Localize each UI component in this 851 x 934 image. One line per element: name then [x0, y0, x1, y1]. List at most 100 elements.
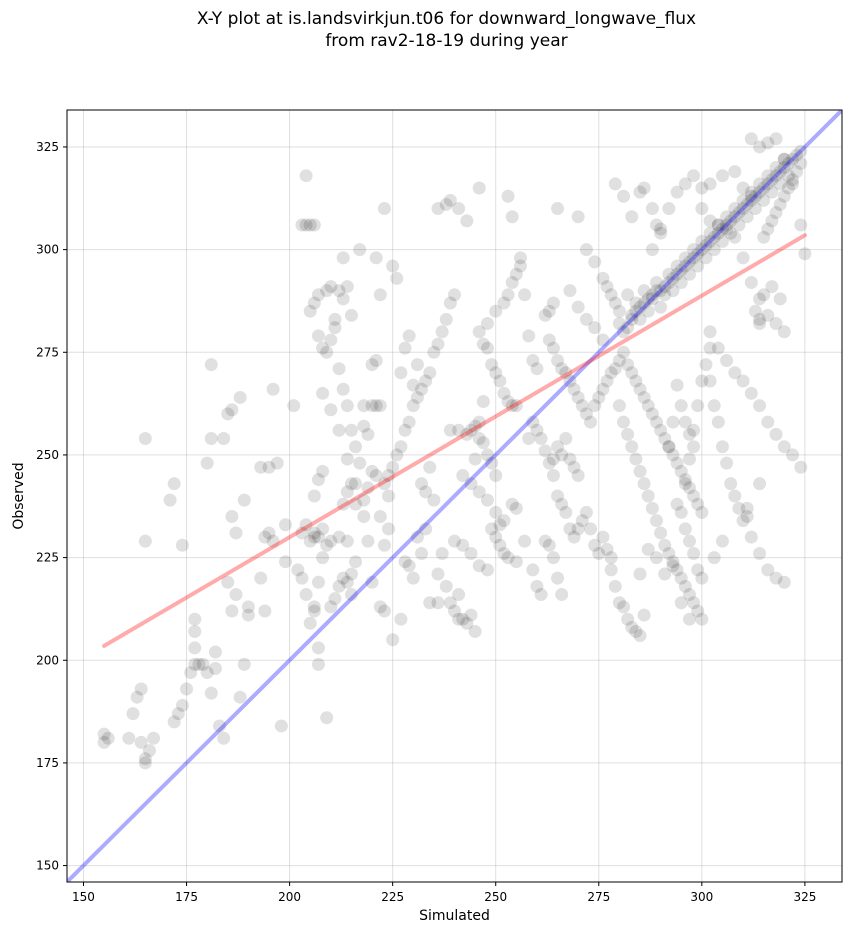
scatter-point: [715, 222, 729, 236]
scatter-point: [555, 588, 569, 602]
scatter-point: [612, 399, 626, 413]
scatter-point: [448, 604, 461, 618]
scatter-point: [777, 189, 791, 203]
scatter-point: [682, 588, 696, 602]
scatter-point: [551, 571, 565, 585]
scatter-point: [221, 407, 235, 421]
scatter-point: [443, 423, 457, 437]
scatter-point: [464, 608, 478, 622]
scatter-point: [295, 571, 309, 585]
scatter-point: [196, 657, 210, 671]
scatter-point: [361, 481, 375, 495]
scatter-point: [674, 596, 688, 610]
scatter-point: [311, 329, 325, 343]
scatter-point: [604, 563, 618, 577]
scatter-point: [398, 341, 412, 355]
scatter-point: [493, 538, 507, 552]
scatter-point: [592, 546, 606, 560]
scatter-point: [423, 366, 437, 380]
scatter-point: [373, 399, 387, 413]
scatter-point: [452, 588, 466, 602]
scatter-point: [501, 395, 515, 409]
scatter-point: [295, 218, 309, 232]
scatter-point: [175, 698, 189, 712]
scatter-point: [386, 460, 400, 474]
scatter-point: [97, 735, 111, 749]
scatter-point: [138, 756, 152, 770]
scatter-point: [340, 452, 354, 466]
scatter-point: [617, 189, 631, 203]
scatter-point: [171, 707, 185, 721]
scatter-point: [167, 477, 181, 491]
scatter-point: [633, 567, 647, 581]
scatter-point: [431, 337, 445, 351]
scatter-point: [225, 604, 239, 618]
scatter-point: [654, 526, 668, 540]
scatter-point: [365, 575, 379, 589]
scatter-point: [621, 288, 635, 302]
scatter-point: [649, 275, 663, 289]
scatter-point: [497, 296, 511, 310]
scatter-point: [596, 530, 610, 544]
scatter-point: [678, 251, 692, 265]
scatter-point: [513, 259, 527, 273]
scatter-point: [311, 575, 325, 589]
scatter-point: [703, 234, 717, 248]
scatter-point: [559, 505, 573, 519]
scatter-point: [666, 555, 680, 569]
scatter-point: [101, 731, 115, 745]
scatter-point: [237, 493, 251, 507]
scatter-point: [707, 551, 721, 565]
scatter-point: [674, 399, 688, 413]
scatter-point: [691, 497, 705, 511]
scatter-point: [773, 165, 787, 179]
scatter-point: [621, 612, 635, 626]
y-tick-label: 275: [36, 345, 59, 359]
scatter-point: [332, 579, 346, 593]
scatter-point: [629, 296, 643, 310]
scatter-point: [608, 296, 622, 310]
scatter-point: [200, 456, 214, 470]
scatter-point: [357, 419, 371, 433]
scatter-point: [530, 579, 544, 593]
scatter-point: [740, 197, 754, 211]
scatter-point: [794, 218, 808, 232]
scatter-point: [258, 604, 272, 618]
scatter-point: [332, 362, 346, 376]
scatter-point: [786, 173, 800, 187]
scatter-point: [621, 427, 635, 441]
scatter-point: [641, 489, 655, 503]
scatter-point: [485, 358, 499, 372]
scatter-point: [555, 448, 569, 462]
scatter-point: [740, 210, 754, 224]
scatter-point: [295, 526, 309, 540]
scatter-point: [670, 259, 684, 273]
scatter-point: [695, 612, 709, 626]
scatter-point: [736, 514, 750, 528]
scatter-point: [732, 218, 746, 232]
scatter-point: [608, 177, 622, 191]
scatter-point: [373, 510, 387, 524]
scatter-point: [208, 661, 222, 675]
scatter-point: [687, 596, 701, 610]
y-tick-label: 325: [36, 140, 59, 154]
scatter-point: [588, 538, 602, 552]
scatter-point: [316, 522, 330, 536]
scatter-point: [555, 497, 569, 511]
scatter-point: [703, 177, 717, 191]
scatter-point: [559, 432, 573, 446]
scatter-point: [505, 275, 519, 289]
scatter-point: [740, 510, 754, 524]
scatter-point: [662, 440, 676, 454]
scatter-point: [122, 731, 136, 745]
scatter-point: [728, 202, 742, 216]
scatter-point: [744, 275, 758, 289]
scatter-point: [542, 304, 556, 318]
scatter-point: [435, 546, 449, 560]
scatter-point: [217, 731, 231, 745]
scatter-point: [530, 423, 544, 437]
scatter-point: [369, 353, 383, 367]
scatter-point: [522, 329, 536, 343]
scatter-point: [579, 312, 593, 326]
